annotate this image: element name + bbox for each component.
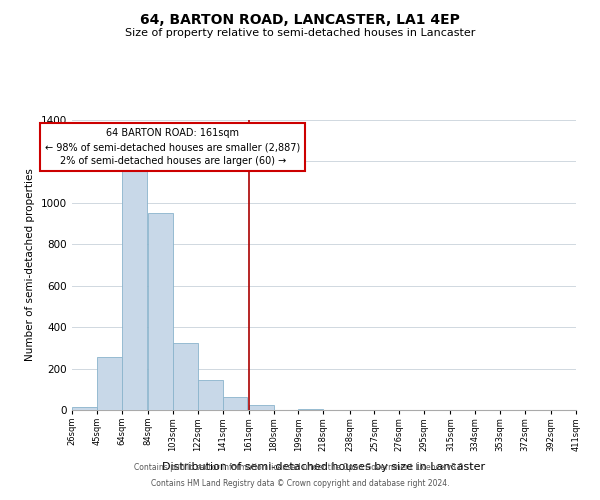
Text: Contains HM Land Registry data © Crown copyright and database right 2024.: Contains HM Land Registry data © Crown c…	[151, 478, 449, 488]
Text: Size of property relative to semi-detached houses in Lancaster: Size of property relative to semi-detach…	[125, 28, 475, 38]
Text: 64, BARTON ROAD, LANCASTER, LA1 4EP: 64, BARTON ROAD, LANCASTER, LA1 4EP	[140, 12, 460, 26]
Bar	[173, 342, 197, 410]
Bar	[72, 407, 97, 410]
Bar	[122, 170, 146, 410]
X-axis label: Distribution of semi-detached houses by size in Lancaster: Distribution of semi-detached houses by …	[163, 462, 485, 472]
Bar	[148, 213, 173, 410]
Bar	[249, 405, 274, 410]
Y-axis label: Number of semi-detached properties: Number of semi-detached properties	[25, 168, 35, 362]
Bar	[97, 357, 122, 410]
Text: Contains public sector information licensed under the Open Government Licence v3: Contains public sector information licen…	[134, 464, 466, 472]
Text: 64 BARTON ROAD: 161sqm
← 98% of semi-detached houses are smaller (2,887)
2% of s: 64 BARTON ROAD: 161sqm ← 98% of semi-det…	[45, 128, 301, 166]
Bar	[298, 409, 323, 410]
Bar	[223, 396, 247, 410]
Bar	[197, 380, 223, 410]
